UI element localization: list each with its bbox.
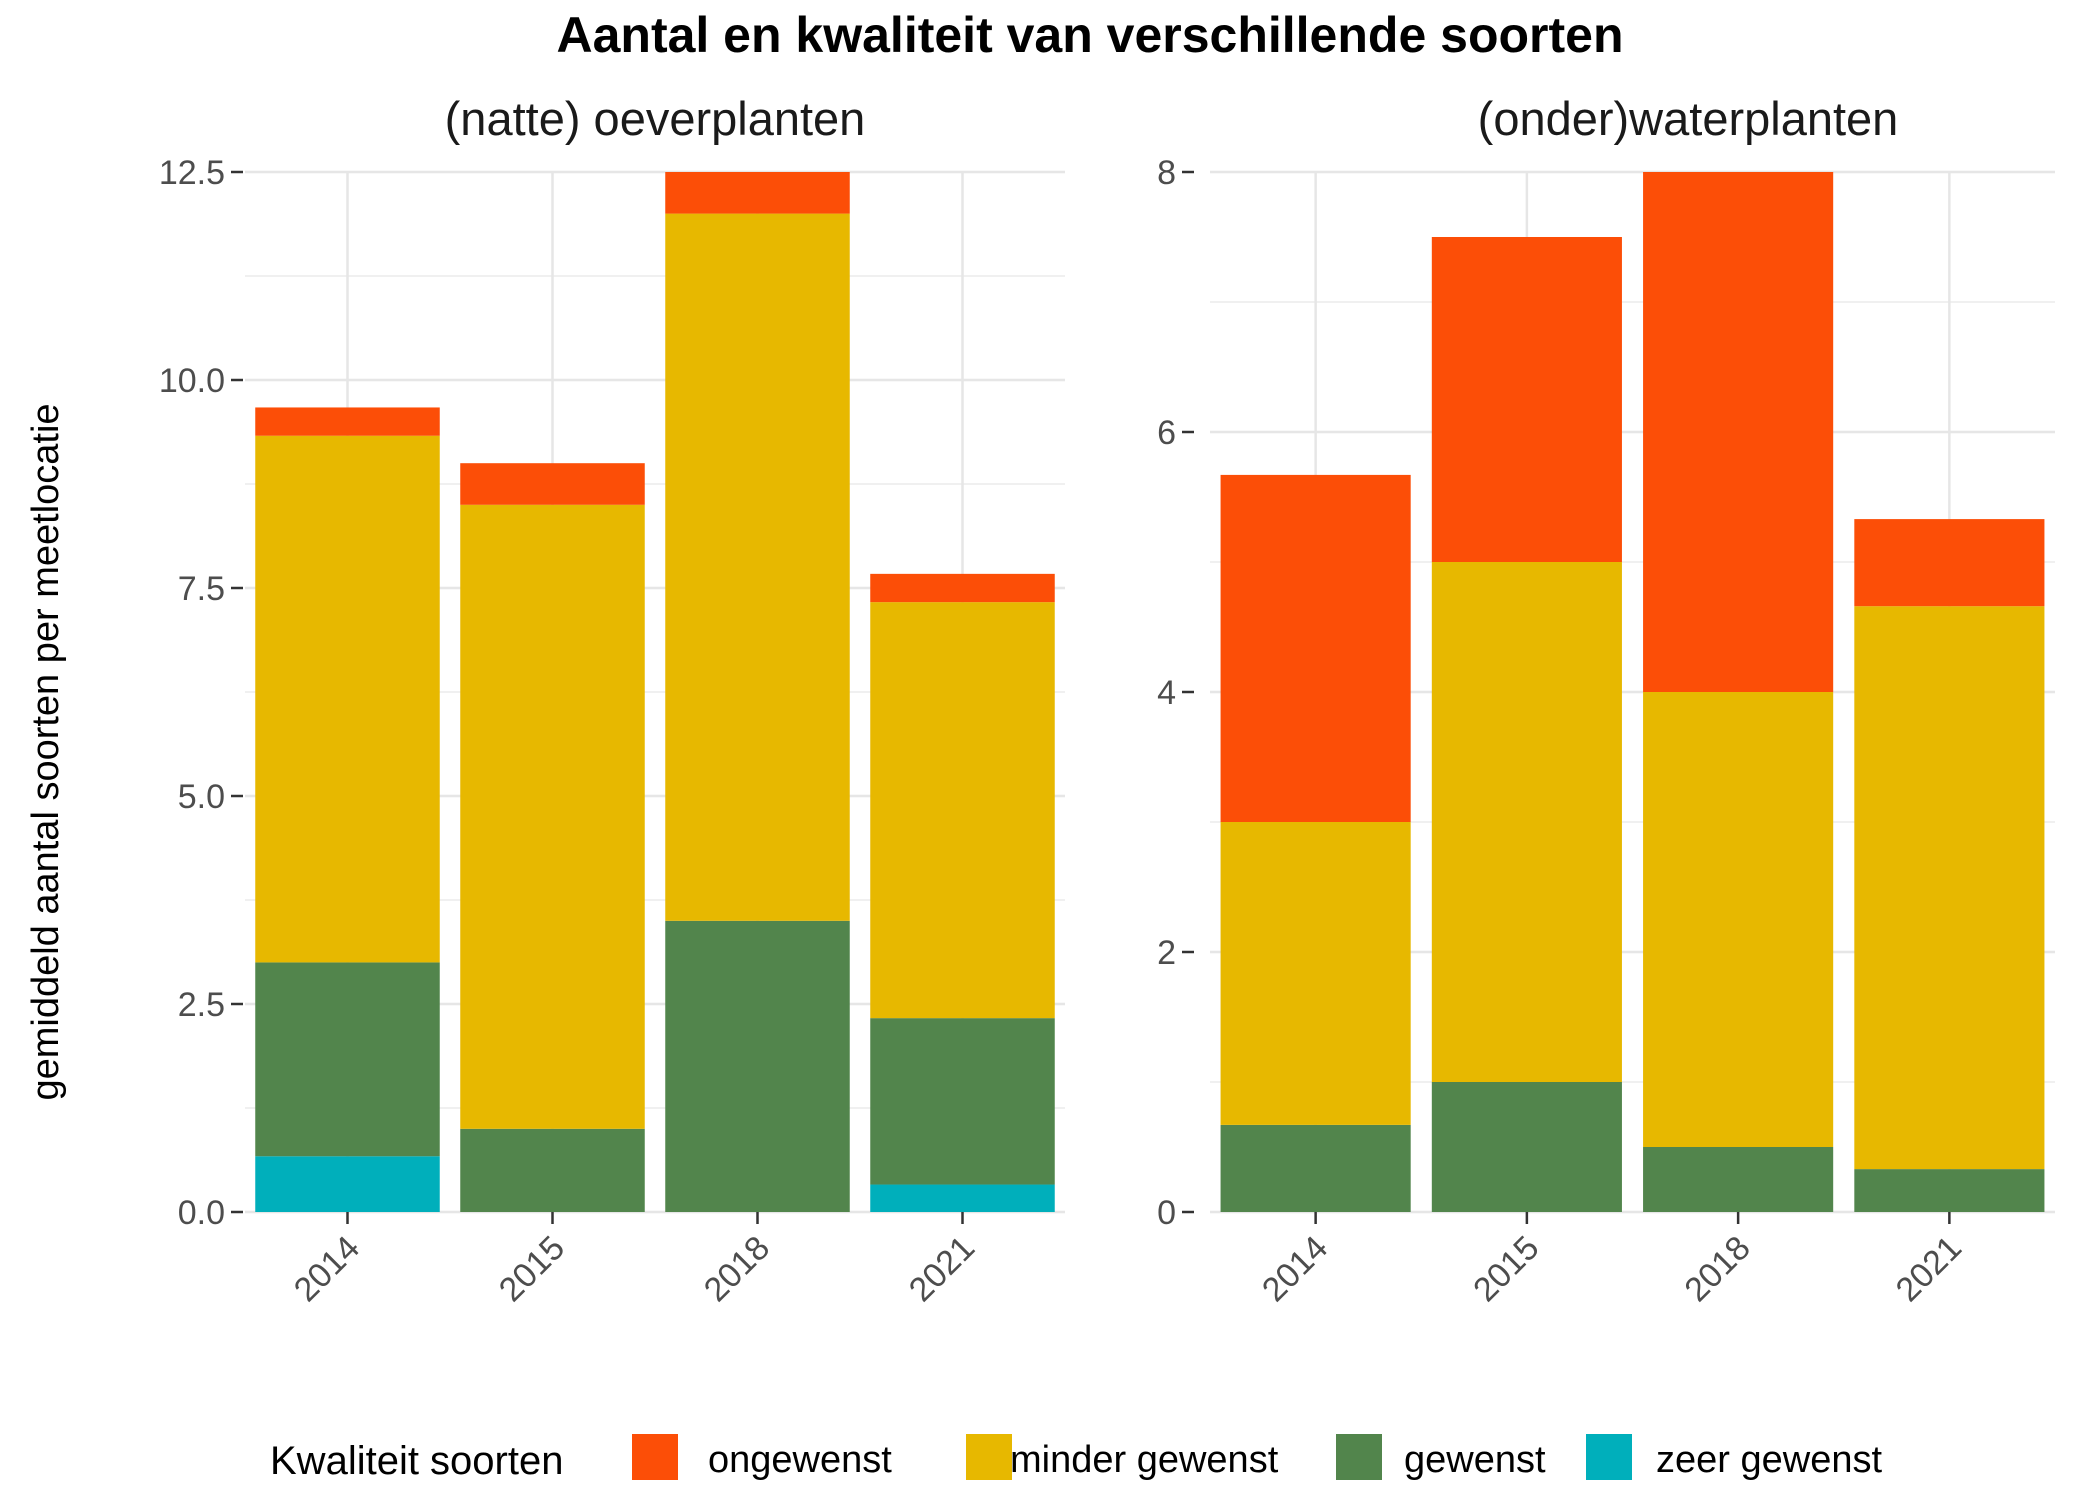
bar-minder-gewenst-2015 xyxy=(460,504,645,1129)
bar-minder-gewenst-2014 xyxy=(255,435,440,963)
bar-minder-gewenst-2015 xyxy=(1431,562,1622,1082)
legend-label-minder-gewenst: minder gewenst xyxy=(1010,1439,1279,1481)
bar-gewenst-2015 xyxy=(460,1128,645,1212)
bar-minder-gewenst-2018 xyxy=(1643,692,1834,1147)
panel-title: (natte) oeverplanten xyxy=(445,92,866,145)
bar-minder-gewenst-2021 xyxy=(870,602,1055,1019)
chart-title: Aantal en kwaliteit van verschillende so… xyxy=(556,7,1623,63)
bar-gewenst-2021 xyxy=(870,1018,1055,1185)
bar-minder-gewenst-2021 xyxy=(1854,606,2045,1170)
y-tick-label: 0.0 xyxy=(178,1194,225,1232)
x-tick-label: 2015 xyxy=(492,1229,572,1309)
legend-swatch-gewenst xyxy=(1336,1434,1382,1480)
y-tick-label: 2.5 xyxy=(178,986,225,1024)
bar-zeer-gewenst-2021 xyxy=(870,1184,1055,1212)
bar-ongewenst-2015 xyxy=(1431,237,1622,562)
y-tick-label: 10.0 xyxy=(159,362,225,400)
panel-title: (onder)waterplanten xyxy=(1478,92,1899,145)
legend-swatch-zeer-gewenst xyxy=(1586,1434,1632,1480)
x-tick-label: 2021 xyxy=(1889,1229,1969,1309)
legend-title: Kwaliteit soorten xyxy=(270,1439,563,1483)
y-tick-label: 12.5 xyxy=(159,154,225,192)
bar-ongewenst-2021 xyxy=(870,573,1055,603)
y-tick-label: 8 xyxy=(1157,154,1176,192)
x-tick-label: 2015 xyxy=(1466,1229,1546,1309)
legend-label-gewenst: gewenst xyxy=(1404,1439,1546,1481)
y-tick-label: 2 xyxy=(1157,934,1176,972)
bar-zeer-gewenst-2014 xyxy=(255,1156,440,1212)
panel-waterplanten: (onder)waterplanten 0 2 4 6 8 2014 2015 2018 2021 xyxy=(1157,92,2055,1309)
bar-gewenst-2021 xyxy=(1854,1169,2045,1212)
legend-label-ongewenst: ongewenst xyxy=(708,1439,892,1481)
legend: Kwaliteit soorten ongewenst minder gewen… xyxy=(270,1434,1882,1483)
bar-gewenst-2014 xyxy=(1220,1124,1411,1212)
legend-label-zeer-gewenst: zeer gewenst xyxy=(1656,1439,1882,1481)
bar-ongewenst-2015 xyxy=(460,463,645,505)
y-tick-label: 6 xyxy=(1157,414,1176,452)
x-tick-label: 2018 xyxy=(697,1229,777,1309)
y-axis-label: gemiddeld aantal soorten per meetlocatie xyxy=(25,403,67,1100)
bar-ongewenst-2018 xyxy=(1643,172,1834,692)
bar-gewenst-2014 xyxy=(255,962,440,1157)
x-tick-label: 2018 xyxy=(1677,1229,1757,1309)
y-tick-label: 4 xyxy=(1157,674,1176,712)
bar-gewenst-2015 xyxy=(1431,1082,1622,1212)
panel-oeverplanten: (natte) oeverplanten 0.0 2.5 5.0 7.5 10.0 12.5… xyxy=(159,92,1065,1309)
bar-ongewenst-2018 xyxy=(665,172,850,214)
legend-swatch-minder-gewenst xyxy=(966,1434,1012,1480)
bar-ongewenst-2014 xyxy=(1220,474,1411,822)
y-tick-label: 7.5 xyxy=(178,570,225,608)
x-tick-label: 2014 xyxy=(1255,1229,1335,1309)
bar-minder-gewenst-2018 xyxy=(665,213,850,921)
y-tick-label: 0 xyxy=(1157,1194,1176,1232)
x-tick-label: 2021 xyxy=(902,1229,982,1309)
bar-gewenst-2018 xyxy=(1643,1147,1834,1212)
bar-minder-gewenst-2014 xyxy=(1220,822,1411,1125)
legend-swatch-ongewenst xyxy=(632,1434,678,1480)
bar-ongewenst-2021 xyxy=(1854,519,2045,607)
x-tick-label: 2014 xyxy=(287,1229,367,1309)
bar-gewenst-2018 xyxy=(665,920,850,1212)
bar-ongewenst-2014 xyxy=(255,407,440,436)
y-tick-label: 5.0 xyxy=(178,778,225,816)
